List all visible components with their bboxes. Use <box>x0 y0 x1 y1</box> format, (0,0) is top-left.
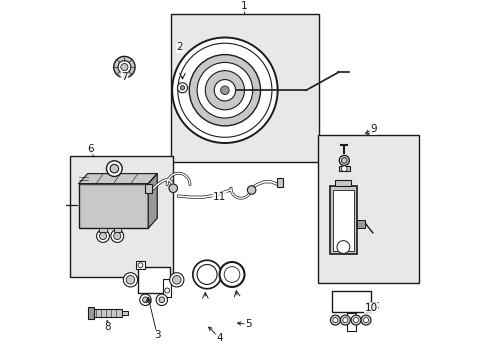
Circle shape <box>121 63 128 71</box>
Circle shape <box>159 297 164 303</box>
Circle shape <box>126 275 135 284</box>
Bar <box>87 307 94 319</box>
Bar <box>356 220 364 228</box>
Circle shape <box>330 315 340 325</box>
Bar <box>329 186 356 254</box>
Circle shape <box>99 233 106 239</box>
Text: 10: 10 <box>364 303 377 312</box>
Bar <box>114 228 121 232</box>
Bar <box>145 184 152 193</box>
Circle shape <box>164 288 169 293</box>
Circle shape <box>341 158 346 163</box>
Text: 11: 11 <box>212 192 226 202</box>
Polygon shape <box>79 174 157 184</box>
Circle shape <box>340 315 349 325</box>
Text: 3: 3 <box>154 330 160 340</box>
Bar <box>122 311 128 315</box>
Circle shape <box>172 37 277 143</box>
Bar <box>171 14 319 162</box>
Circle shape <box>205 71 244 110</box>
Bar <box>137 267 169 293</box>
Bar <box>79 184 148 228</box>
Circle shape <box>197 265 217 284</box>
Circle shape <box>339 156 348 166</box>
Bar <box>335 180 351 186</box>
Circle shape <box>114 57 135 78</box>
Bar <box>163 279 171 297</box>
Circle shape <box>178 43 271 137</box>
Text: 2: 2 <box>176 42 183 53</box>
Bar <box>70 156 173 277</box>
Text: 4: 4 <box>216 333 223 343</box>
Circle shape <box>197 62 252 118</box>
Circle shape <box>172 275 181 284</box>
Circle shape <box>341 166 346 171</box>
Bar <box>366 302 374 309</box>
Circle shape <box>363 318 368 323</box>
Circle shape <box>247 186 255 194</box>
Circle shape <box>106 161 122 176</box>
Circle shape <box>169 273 183 287</box>
Text: 5: 5 <box>244 319 251 329</box>
Bar <box>91 309 122 316</box>
Bar <box>346 313 355 331</box>
Bar <box>338 166 349 171</box>
Bar <box>331 291 370 312</box>
Circle shape <box>177 83 187 93</box>
Circle shape <box>97 230 109 242</box>
Circle shape <box>110 165 119 173</box>
Circle shape <box>224 267 240 282</box>
Circle shape <box>142 297 148 303</box>
Bar <box>317 135 418 283</box>
Bar <box>332 190 353 251</box>
Circle shape <box>360 315 370 325</box>
Circle shape <box>214 80 235 101</box>
Circle shape <box>168 184 177 193</box>
Circle shape <box>189 55 260 126</box>
Circle shape <box>336 240 349 253</box>
Circle shape <box>140 294 151 306</box>
Circle shape <box>342 318 347 323</box>
Circle shape <box>180 86 184 90</box>
Circle shape <box>350 315 360 325</box>
Text: 9: 9 <box>369 125 376 134</box>
Circle shape <box>53 211 59 216</box>
Circle shape <box>138 263 142 268</box>
Circle shape <box>220 86 229 95</box>
Text: 8: 8 <box>104 322 110 332</box>
Text: 6: 6 <box>87 144 94 154</box>
Circle shape <box>111 230 123 242</box>
Bar <box>136 261 144 269</box>
Circle shape <box>118 60 131 73</box>
Bar <box>276 178 283 187</box>
Circle shape <box>156 294 167 306</box>
Circle shape <box>192 260 221 289</box>
Circle shape <box>123 273 137 287</box>
Circle shape <box>353 318 358 323</box>
Text: 7: 7 <box>121 72 127 82</box>
Text: 1: 1 <box>241 1 247 12</box>
Circle shape <box>332 318 337 323</box>
Bar <box>99 228 106 232</box>
Polygon shape <box>148 174 157 228</box>
Circle shape <box>114 233 121 239</box>
Circle shape <box>219 262 244 287</box>
